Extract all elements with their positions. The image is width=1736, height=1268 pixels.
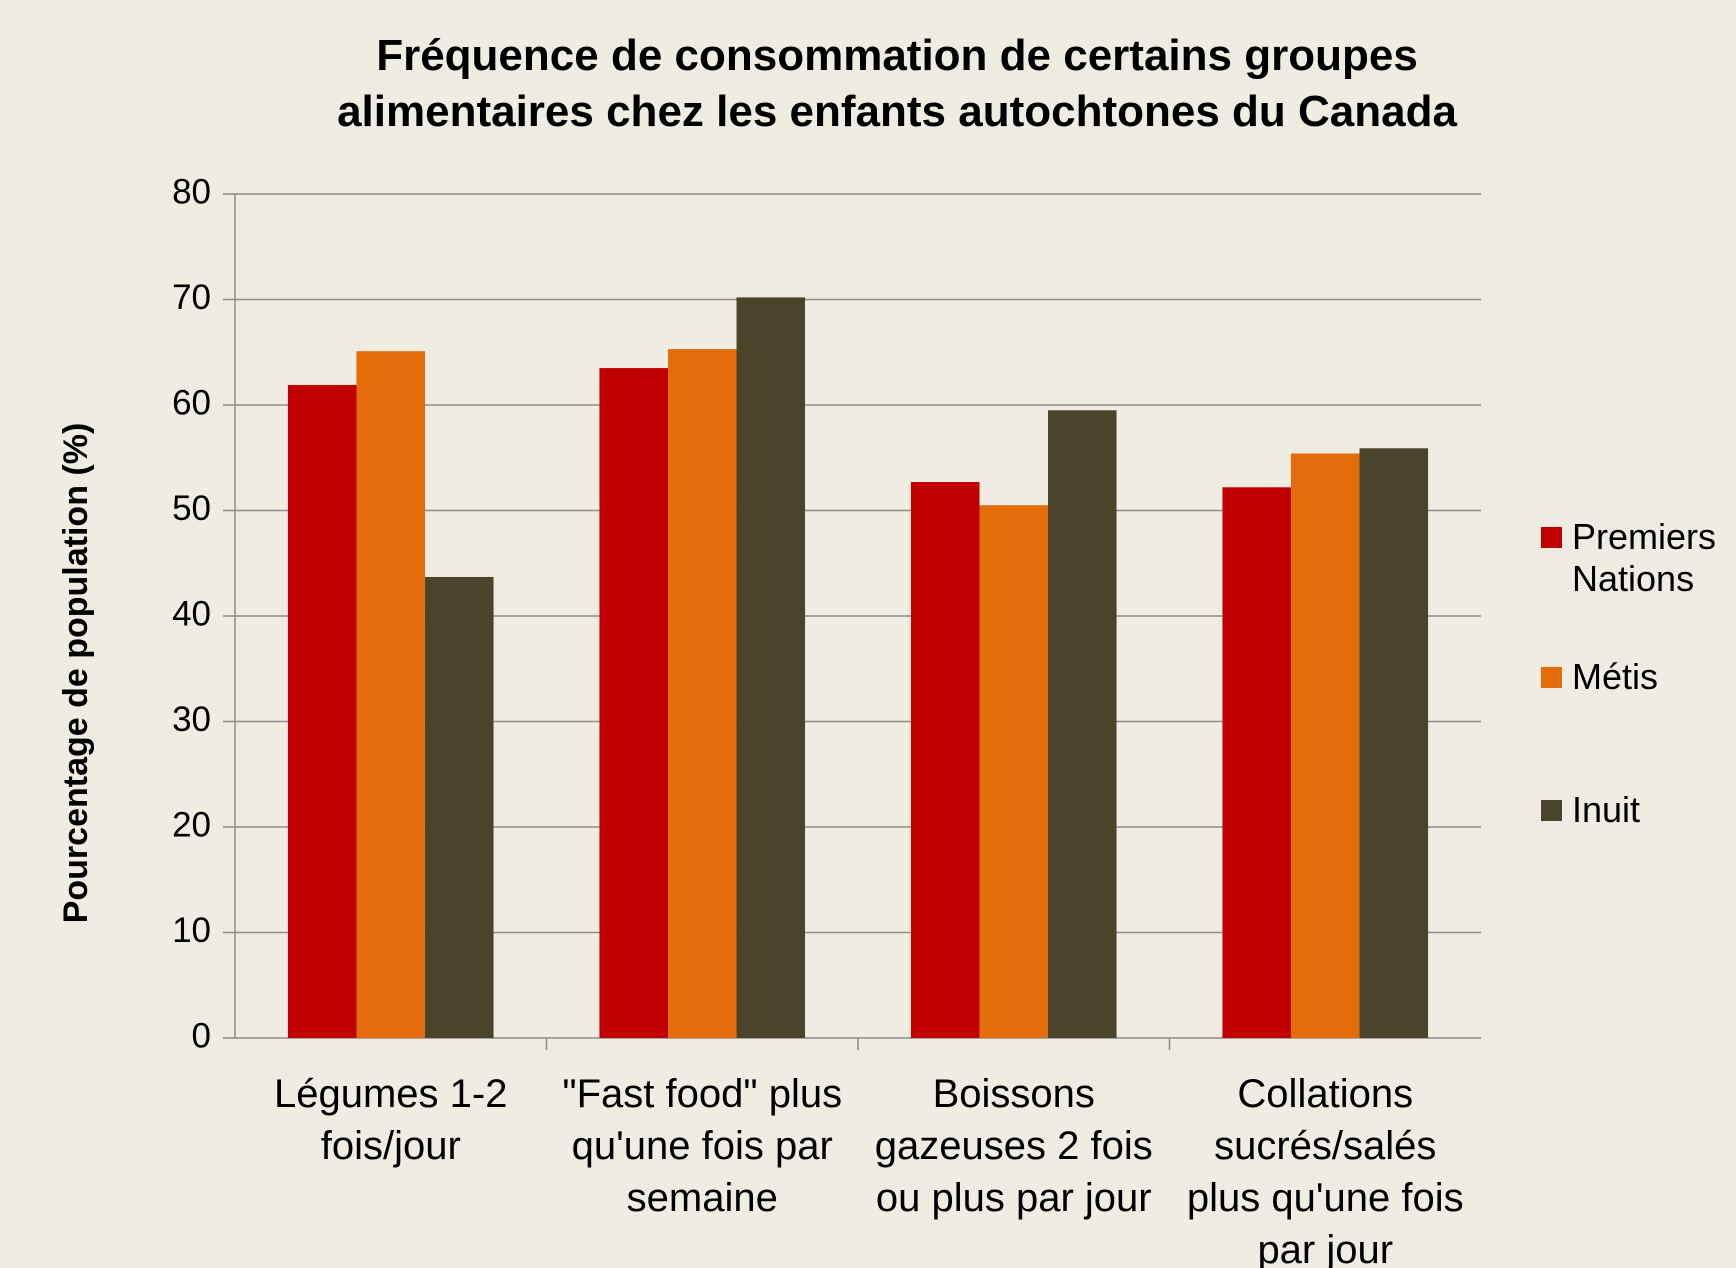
bar — [979, 505, 1049, 1039]
y-tick-label: 20 — [172, 805, 211, 844]
bar — [910, 482, 980, 1038]
bar — [599, 368, 668, 1038]
bar — [1290, 453, 1360, 1038]
bar — [425, 576, 494, 1038]
legend-swatch — [1541, 527, 1562, 548]
legend-label: Premiers Nations — [1572, 516, 1717, 599]
x-tick-label: Collations sucrés/salés plus qu'une fois… — [1186, 1072, 1464, 1268]
bar — [356, 351, 426, 1038]
chart-title: Fréquence de consommation de certains gr… — [337, 31, 1457, 136]
x-tick-label: Boissons gazeuses 2 fois ou plus par jou… — [874, 1072, 1153, 1220]
x-tick-label: "Fast food" plus qu'une fois par semaine — [562, 1072, 843, 1220]
y-axis-label: Pourcentage de population (%) — [57, 423, 95, 924]
legend-label: Métis — [1572, 656, 1659, 697]
y-tick-label: 0 — [192, 1016, 211, 1055]
y-tick-label: 10 — [172, 911, 211, 950]
legend-swatch — [1541, 800, 1562, 821]
y-tick-label: 30 — [172, 700, 211, 739]
bar — [1222, 487, 1291, 1038]
bar — [667, 349, 737, 1039]
bar — [1359, 448, 1429, 1038]
bar — [736, 297, 806, 1038]
bar — [287, 384, 357, 1039]
legend-label: Inuit — [1572, 789, 1641, 830]
y-tick-label: 70 — [172, 278, 211, 317]
bar — [1048, 410, 1117, 1038]
y-tick-label: 40 — [172, 594, 211, 633]
y-tick-label: 50 — [172, 489, 211, 528]
y-tick-label: 80 — [172, 172, 211, 211]
x-tick-label: Légumes 1-2 fois/jour — [274, 1072, 508, 1168]
y-tick-label: 60 — [172, 383, 211, 422]
legend-swatch — [1541, 667, 1562, 688]
